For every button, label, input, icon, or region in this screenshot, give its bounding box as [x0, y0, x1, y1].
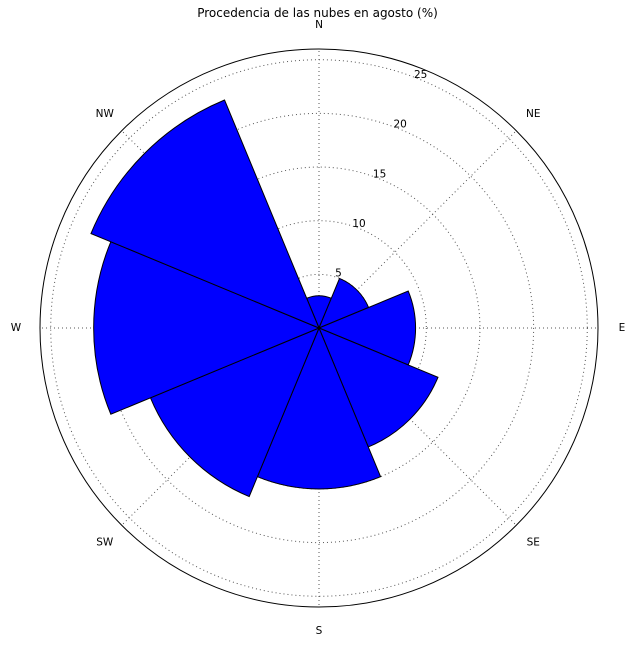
r-tick-label-25: 25	[414, 69, 427, 81]
r-tick-label-15: 15	[373, 168, 386, 180]
direction-label-SW: SW	[96, 536, 114, 548]
grid-spoke-NE	[318, 130, 517, 329]
radial-tick-labels: 5 10 15 20 25	[335, 69, 427, 279]
chart-title: Procedencia de las nubes en agosto (%)	[197, 6, 438, 20]
bar-E	[317, 290, 417, 366]
r-tick-label-5: 5	[335, 267, 342, 279]
direction-label-N: N	[315, 19, 323, 31]
r-tick-label-10: 10	[352, 218, 365, 230]
direction-label-W: W	[11, 322, 22, 334]
r-tick-label-20: 20	[393, 119, 406, 131]
direction-label-SE: SE	[527, 536, 540, 548]
wind-rose-bars	[90, 99, 439, 498]
direction-label-E: E	[619, 322, 626, 334]
direction-label-NE: NE	[526, 108, 541, 120]
polar-frame	[39, 48, 599, 608]
bar-W	[93, 241, 321, 415]
grid-spoke-SW	[121, 327, 320, 526]
bar-SE	[318, 327, 439, 448]
bar-NW	[90, 99, 320, 329]
direction-label-S: S	[316, 625, 323, 637]
direction-labels: N NE E SE S SW W NW	[11, 19, 626, 637]
grid-ring-20	[103, 112, 535, 544]
grid-spoke-SE	[318, 327, 517, 526]
bar-S	[256, 326, 382, 490]
bar-SW	[149, 327, 320, 498]
direction-label-NW: NW	[96, 108, 115, 120]
